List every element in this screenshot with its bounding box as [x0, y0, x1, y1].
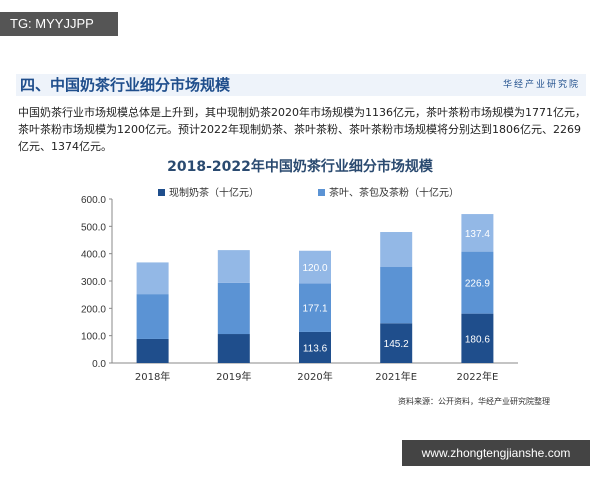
publisher-logo: 华经产业研究院 — [502, 80, 580, 90]
y-tick-label: 300.0 — [81, 277, 106, 288]
data-label: 226.9 — [465, 279, 490, 290]
legend-swatch — [158, 189, 165, 196]
bar-segment — [380, 232, 413, 268]
bar-segment — [136, 294, 169, 339]
x-tick-label: 2019年 — [216, 370, 251, 383]
bar-segment — [299, 250, 331, 284]
bar-segment — [217, 250, 250, 283]
x-tick-label: 2022年E — [457, 370, 499, 383]
chart-title: 2018-2022年中国奶茶行业细分市场规模 — [167, 159, 433, 175]
article-paragraph: 中国奶茶行业市场规模总体是上升到，其中现制奶茶2020年市场规模为1136亿元，… — [18, 106, 586, 153]
y-tick-label: 200.0 — [81, 304, 106, 315]
bar-segment — [217, 282, 250, 335]
bar-segment — [461, 251, 494, 314]
data-label: 177.1 — [302, 304, 327, 315]
bar-segment — [299, 331, 331, 363]
data-label: 113.6 — [303, 343, 328, 354]
data-label: 145.2 — [384, 339, 409, 350]
legend-item-0: 现制奶茶（十亿元） — [158, 184, 259, 199]
legend-label: 茶叶、茶包及茶粉（十亿元） — [329, 188, 459, 199]
bar-segment — [380, 267, 413, 324]
tag-badge: TG: MYYJJPP — [0, 12, 118, 36]
bar-segment — [461, 214, 494, 252]
y-tick-label: 400.0 — [81, 250, 106, 261]
bar-segment — [136, 262, 169, 295]
data-label: 120.0 — [302, 263, 327, 274]
x-tick-label: 2020年 — [297, 370, 332, 383]
y-tick-label: 500.0 — [81, 222, 106, 233]
y-tick-label: 600.0 — [81, 195, 106, 206]
source-note: 资料来源：公开资料，华经产业研究院整理 — [398, 397, 550, 406]
legend-label: 现制奶茶（十亿元） — [169, 188, 259, 199]
bar-segment — [380, 323, 413, 363]
bar-segment — [299, 283, 331, 332]
section-header-band — [16, 74, 586, 96]
x-tick-label: 2018年 — [135, 370, 170, 383]
legend-item-1: 茶叶、茶包及茶粉（十亿元） — [318, 184, 459, 199]
bar-segment — [461, 313, 494, 363]
website-watermark: www.zhongtengjianshe.com — [402, 440, 590, 466]
legend-swatch — [318, 189, 325, 196]
bar-segment — [136, 338, 169, 363]
y-tick-label: 100.0 — [81, 332, 106, 343]
section-title: 四、中国奶茶行业细分市场规模 — [20, 76, 231, 94]
data-label: 180.6 — [465, 334, 490, 345]
y-tick-label: 0.0 — [92, 359, 106, 370]
x-tick-label: 2021年E — [375, 370, 417, 383]
bar-segment — [217, 334, 250, 363]
data-label: 137.4 — [465, 229, 490, 240]
